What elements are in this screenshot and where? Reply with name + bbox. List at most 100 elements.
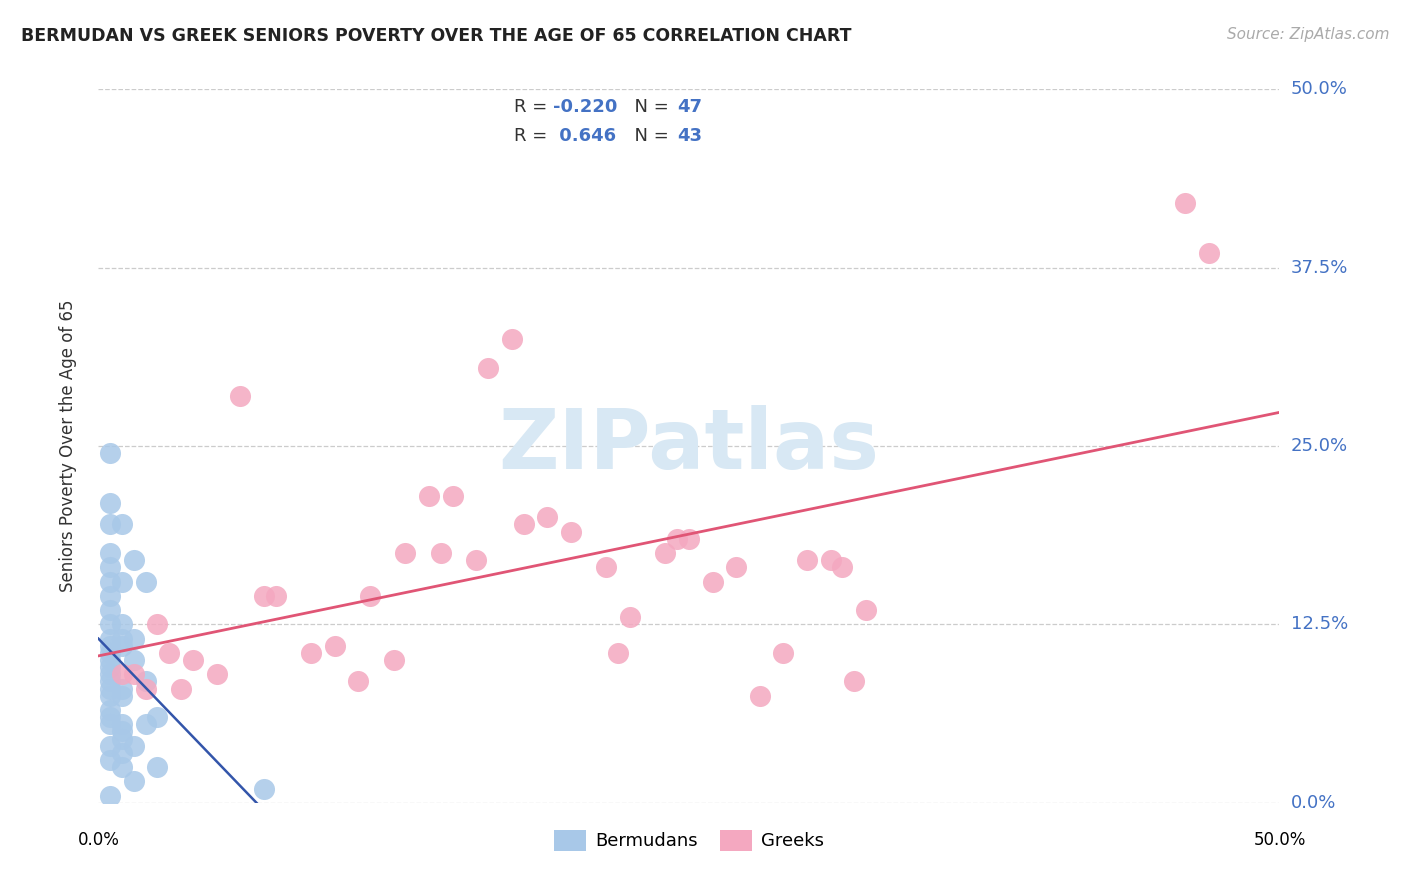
Point: [607, 646, 630, 660]
Point: [98, 667, 121, 681]
Point: [122, 653, 145, 667]
Point: [98, 639, 121, 653]
Text: ZIPatlas: ZIPatlas: [499, 406, 879, 486]
Point: [654, 546, 676, 560]
Text: -0.220: -0.220: [553, 98, 617, 116]
Point: [98, 632, 121, 646]
Point: [678, 532, 700, 546]
Point: [111, 689, 134, 703]
Point: [477, 360, 499, 375]
Text: 43: 43: [678, 127, 702, 145]
Point: [98, 517, 121, 532]
Point: [323, 639, 346, 653]
Point: [98, 660, 121, 674]
Point: [122, 739, 145, 753]
Text: 50.0%: 50.0%: [1291, 80, 1347, 98]
Point: [98, 589, 121, 603]
Point: [122, 774, 145, 789]
Point: [111, 717, 134, 731]
Text: 0.0%: 0.0%: [77, 830, 120, 848]
Point: [253, 781, 276, 796]
Point: [98, 446, 121, 460]
Point: [157, 646, 180, 660]
Point: [299, 646, 322, 660]
Point: [135, 674, 157, 689]
Point: [441, 489, 464, 503]
Point: [796, 553, 818, 567]
Point: [359, 589, 381, 603]
Point: [98, 617, 121, 632]
Point: [98, 753, 121, 767]
Text: N =: N =: [623, 127, 675, 145]
Point: [1174, 196, 1197, 211]
Point: [748, 689, 770, 703]
Point: [501, 332, 523, 346]
Point: [98, 603, 121, 617]
Text: 47: 47: [678, 98, 702, 116]
Point: [465, 553, 488, 567]
Point: [146, 760, 169, 774]
Point: [98, 681, 121, 696]
Point: [146, 617, 169, 632]
Point: [98, 653, 121, 667]
Point: [111, 731, 134, 746]
Point: [844, 674, 866, 689]
Text: Source: ZipAtlas.com: Source: ZipAtlas.com: [1226, 27, 1389, 42]
Text: 25.0%: 25.0%: [1291, 437, 1348, 455]
Point: [831, 560, 853, 574]
Text: R =: R =: [515, 127, 553, 145]
Point: [111, 667, 134, 681]
Point: [111, 746, 134, 760]
Point: [855, 603, 877, 617]
Point: [98, 646, 121, 660]
Point: [264, 589, 287, 603]
Legend: Bermudans, Greeks: Bermudans, Greeks: [547, 822, 831, 858]
Point: [98, 717, 121, 731]
Text: 0.0%: 0.0%: [1291, 794, 1336, 812]
Point: [820, 553, 842, 567]
Point: [619, 610, 641, 624]
Point: [111, 517, 134, 532]
Text: 0.646: 0.646: [553, 127, 616, 145]
Y-axis label: Seniors Poverty Over the Age of 65: Seniors Poverty Over the Age of 65: [59, 300, 77, 592]
Point: [98, 739, 121, 753]
Point: [702, 574, 724, 589]
Point: [772, 646, 794, 660]
Point: [394, 546, 416, 560]
Point: [146, 710, 169, 724]
Text: N =: N =: [623, 98, 675, 116]
Point: [135, 574, 157, 589]
Point: [205, 667, 228, 681]
Point: [430, 546, 453, 560]
Point: [181, 653, 204, 667]
Point: [111, 574, 134, 589]
Point: [135, 717, 157, 731]
Point: [111, 760, 134, 774]
Point: [98, 546, 121, 560]
Point: [512, 517, 534, 532]
Point: [725, 560, 748, 574]
Point: [98, 560, 121, 574]
Point: [111, 724, 134, 739]
Point: [111, 632, 134, 646]
Point: [122, 667, 145, 681]
Point: [98, 574, 121, 589]
Point: [418, 489, 440, 503]
Text: 12.5%: 12.5%: [1291, 615, 1348, 633]
Text: R =: R =: [515, 98, 553, 116]
Point: [98, 689, 121, 703]
Text: 50.0%: 50.0%: [1253, 830, 1306, 848]
Point: [560, 524, 582, 539]
Point: [98, 703, 121, 717]
Point: [595, 560, 617, 574]
Text: BERMUDAN VS GREEK SENIORS POVERTY OVER THE AGE OF 65 CORRELATION CHART: BERMUDAN VS GREEK SENIORS POVERTY OVER T…: [21, 27, 852, 45]
Point: [170, 681, 193, 696]
Point: [111, 639, 134, 653]
Point: [122, 632, 145, 646]
Point: [98, 789, 121, 803]
Point: [253, 589, 276, 603]
Point: [1198, 246, 1220, 260]
Point: [111, 681, 134, 696]
Point: [122, 553, 145, 567]
Point: [536, 510, 558, 524]
